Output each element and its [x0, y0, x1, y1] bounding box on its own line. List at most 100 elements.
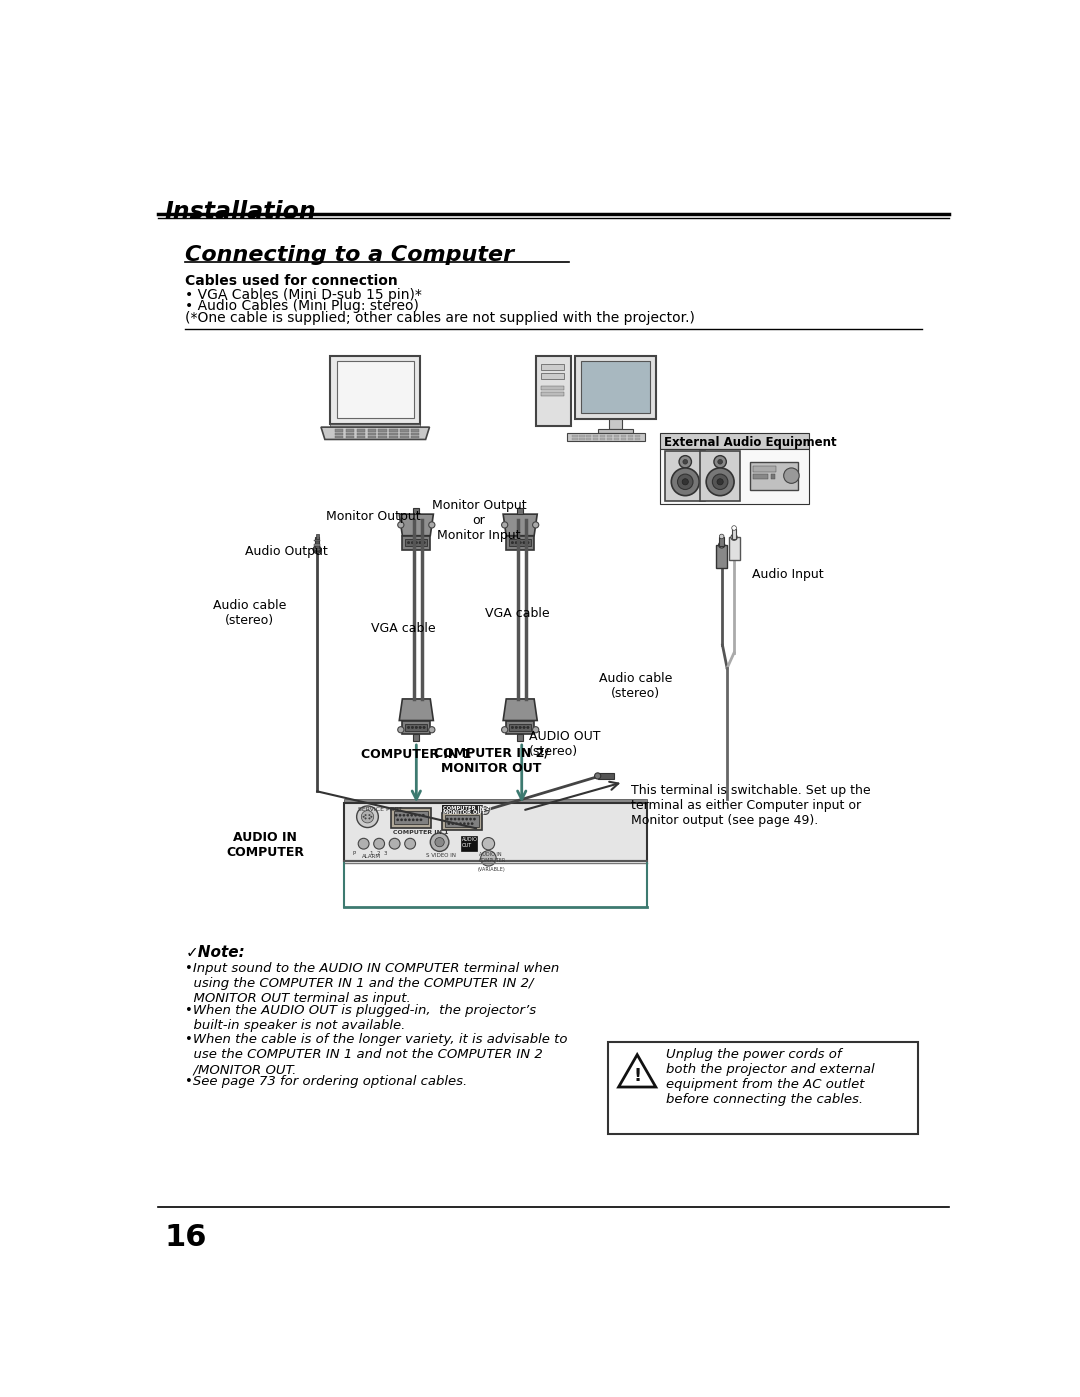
- Text: •When the AUDIO OUT is plugged-in,  the projector’s
  built-in speaker is not av: •When the AUDIO OUT is plugged-in, the p…: [186, 1004, 537, 1032]
- Bar: [541, 391, 565, 397]
- Circle shape: [423, 542, 426, 543]
- Circle shape: [718, 460, 723, 464]
- Text: VGA cable: VGA cable: [485, 606, 550, 619]
- Text: Audio cable
(stereo): Audio cable (stereo): [599, 672, 673, 700]
- Circle shape: [471, 823, 473, 824]
- Circle shape: [416, 819, 418, 821]
- Bar: [621, 437, 626, 440]
- Bar: [345, 803, 647, 861]
- Bar: [356, 433, 365, 434]
- Circle shape: [501, 522, 508, 528]
- Bar: [635, 437, 640, 440]
- Bar: [576, 356, 656, 419]
- Circle shape: [719, 534, 724, 539]
- Bar: [507, 535, 535, 549]
- Text: P: P: [353, 851, 356, 856]
- Bar: [607, 434, 612, 437]
- Circle shape: [482, 838, 495, 849]
- Bar: [314, 539, 321, 541]
- Text: COMPUTER IN 1: COMPUTER IN 1: [393, 830, 448, 835]
- Bar: [378, 433, 387, 434]
- Text: AUDIO IN
COMPUTER: AUDIO IN COMPUTER: [226, 831, 305, 859]
- Circle shape: [527, 726, 529, 729]
- Text: COMPUTER IN 2/: COMPUTER IN 2/: [444, 806, 492, 812]
- Text: 1  2  3: 1 2 3: [370, 851, 388, 856]
- Circle shape: [411, 542, 414, 543]
- Bar: [581, 360, 650, 414]
- Circle shape: [454, 817, 456, 820]
- Circle shape: [732, 525, 737, 531]
- Circle shape: [515, 726, 517, 729]
- Circle shape: [418, 814, 420, 816]
- Circle shape: [450, 817, 453, 820]
- Circle shape: [405, 838, 416, 849]
- Bar: [753, 474, 768, 479]
- Bar: [598, 429, 633, 433]
- Bar: [335, 429, 343, 432]
- Bar: [586, 434, 592, 437]
- Bar: [517, 735, 524, 740]
- Circle shape: [463, 823, 465, 824]
- Bar: [346, 433, 354, 434]
- Bar: [405, 539, 428, 546]
- Circle shape: [511, 726, 514, 729]
- Bar: [621, 434, 626, 437]
- Text: AUDIO OUT
(stereo): AUDIO OUT (stereo): [529, 729, 600, 757]
- Text: !: !: [633, 1067, 642, 1085]
- Circle shape: [731, 534, 738, 541]
- Circle shape: [359, 838, 369, 849]
- Bar: [579, 437, 584, 440]
- Circle shape: [396, 819, 399, 821]
- Bar: [665, 451, 705, 502]
- Bar: [337, 360, 414, 418]
- Circle shape: [399, 814, 401, 816]
- Bar: [314, 545, 321, 546]
- Circle shape: [446, 817, 448, 820]
- Bar: [356, 429, 365, 432]
- Bar: [609, 419, 622, 429]
- Circle shape: [370, 816, 373, 817]
- Circle shape: [403, 814, 405, 816]
- Circle shape: [532, 726, 539, 733]
- Circle shape: [411, 726, 414, 729]
- Bar: [770, 474, 775, 479]
- Text: SERVICE PORT: SERVICE PORT: [359, 806, 403, 812]
- Bar: [389, 433, 397, 434]
- Bar: [400, 436, 408, 437]
- Bar: [378, 429, 387, 432]
- Bar: [335, 436, 343, 437]
- Text: COMPUTER IN 1: COMPUTER IN 1: [361, 749, 472, 761]
- Circle shape: [672, 468, 699, 496]
- Bar: [572, 437, 578, 440]
- Bar: [753, 465, 775, 472]
- Circle shape: [465, 817, 468, 820]
- Bar: [716, 545, 727, 569]
- Polygon shape: [503, 698, 537, 721]
- Circle shape: [519, 726, 522, 729]
- Circle shape: [456, 823, 458, 824]
- Bar: [750, 462, 798, 489]
- Bar: [627, 434, 633, 437]
- Circle shape: [527, 542, 529, 543]
- Text: Audio Output: Audio Output: [245, 545, 328, 557]
- Circle shape: [706, 468, 734, 496]
- Circle shape: [679, 455, 691, 468]
- Circle shape: [713, 474, 728, 489]
- Bar: [314, 538, 320, 550]
- Circle shape: [395, 814, 397, 816]
- Bar: [586, 437, 592, 440]
- Circle shape: [407, 814, 409, 816]
- Bar: [732, 529, 737, 539]
- Text: AUDIO
OUT: AUDIO OUT: [462, 837, 478, 848]
- Circle shape: [415, 542, 418, 543]
- Text: COMPUTER IN 2/
MONITOR OUT: COMPUTER IN 2/ MONITOR OUT: [434, 746, 549, 775]
- Bar: [405, 724, 428, 731]
- Bar: [346, 429, 354, 432]
- Circle shape: [368, 814, 370, 816]
- Circle shape: [451, 823, 454, 824]
- Bar: [510, 539, 531, 546]
- Polygon shape: [400, 514, 433, 535]
- Circle shape: [473, 817, 475, 820]
- Text: This terminal is switchable. Set up the
terminal as either Computer input or
Mon: This terminal is switchable. Set up the …: [631, 784, 870, 827]
- Text: Unplug the power cords of
both the projector and external
equipment from the AC : Unplug the power cords of both the proje…: [666, 1048, 875, 1106]
